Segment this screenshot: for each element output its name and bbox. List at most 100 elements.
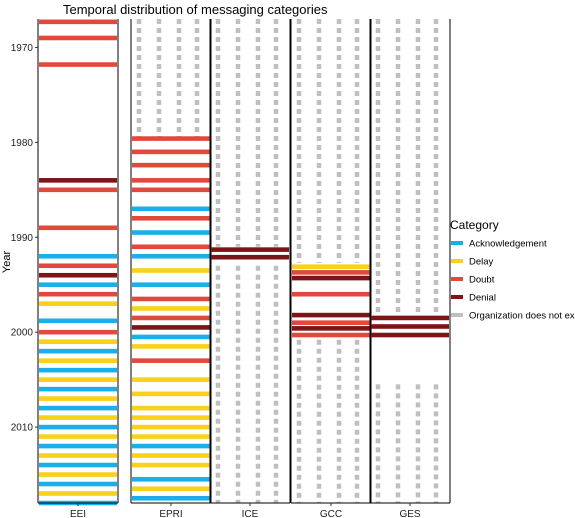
y-tick-label-1980: 1980 bbox=[11, 138, 34, 149]
bar-eei-17 bbox=[39, 367, 117, 373]
y-tick-label-1990: 1990 bbox=[11, 233, 34, 244]
y-axis: 1970 1980 1990 2000 2010 bbox=[11, 43, 38, 434]
bar-eei-24 bbox=[39, 434, 117, 439]
bar-eei-23 bbox=[39, 424, 117, 430]
bar-epri-18 bbox=[132, 358, 210, 363]
bar-epri-5 bbox=[132, 206, 210, 212]
panel-epri: EPRI bbox=[130, 19, 212, 518]
bar-ice-1 bbox=[211, 254, 289, 260]
bar-eei-4 bbox=[39, 187, 117, 193]
bar-eei-20 bbox=[39, 396, 117, 401]
bar-eei-21 bbox=[39, 405, 117, 411]
panel-label-gcc: GCC bbox=[320, 509, 342, 518]
bar-epri-7 bbox=[132, 230, 210, 235]
y-tick-label-1970: 1970 bbox=[11, 43, 34, 54]
bar-epri-2 bbox=[132, 162, 210, 168]
bar-epri-1 bbox=[132, 149, 210, 155]
bar-eei-0 bbox=[39, 19, 117, 25]
bar-epri-15 bbox=[132, 325, 210, 330]
bar-epri-24 bbox=[132, 434, 210, 439]
legend-swatch-delay bbox=[451, 259, 463, 263]
bar-eei-22 bbox=[39, 415, 117, 420]
panel-ges: GES bbox=[369, 19, 451, 518]
bar-eei-25 bbox=[39, 443, 117, 449]
bar-epri-9 bbox=[132, 253, 210, 259]
bar-epri-11 bbox=[132, 282, 210, 288]
bar-eei-9 bbox=[39, 282, 117, 288]
y-axis-title: Year bbox=[1, 251, 13, 274]
y-tick-label-2000: 2000 bbox=[11, 328, 34, 339]
bar-epri-23 bbox=[132, 424, 210, 430]
y-tick-label-2010: 2010 bbox=[11, 423, 34, 434]
chart-title: Temporal distribution of messaging categ… bbox=[63, 2, 328, 17]
bar-eei-14 bbox=[39, 339, 117, 344]
bar-epri-13 bbox=[132, 306, 210, 311]
bar-epri-22 bbox=[132, 415, 210, 420]
legend-label-none: Organization does not exist bbox=[469, 311, 575, 322]
bar-epri-3 bbox=[132, 178, 210, 183]
bar-epri-4 bbox=[132, 187, 210, 193]
bar-eei-12 bbox=[39, 318, 117, 324]
bar-ice-0 bbox=[211, 247, 289, 252]
bar-eei-18 bbox=[39, 377, 117, 382]
legend-label-doubt: Doubt bbox=[469, 275, 495, 286]
panel-label-eei: EEI bbox=[70, 509, 86, 518]
panel-eei: EEI bbox=[37, 19, 119, 518]
legend-title: Category bbox=[450, 218, 499, 232]
bar-ges-2 bbox=[371, 332, 449, 338]
bar-eei-27 bbox=[39, 462, 117, 468]
bar-eei-19 bbox=[39, 386, 117, 392]
bar-eei-13 bbox=[39, 329, 117, 335]
bar-eei-16 bbox=[39, 358, 117, 363]
bar-epri-17 bbox=[132, 344, 210, 349]
bar-eei-30 bbox=[39, 491, 117, 496]
bar-gcc-0 bbox=[292, 264, 370, 269]
bar-eei-10 bbox=[39, 291, 117, 297]
bar-epri-14 bbox=[132, 315, 210, 321]
bar-gcc-6 bbox=[292, 326, 370, 331]
bar-epri-16 bbox=[132, 334, 210, 340]
legend-label-acknowledgement: Acknowledgement bbox=[469, 239, 547, 250]
bar-eei-15 bbox=[39, 348, 117, 354]
bar-eei-1 bbox=[39, 35, 117, 41]
bar-eei-2 bbox=[39, 62, 117, 67]
bar-eei-29 bbox=[39, 481, 117, 487]
bar-gcc-4 bbox=[292, 312, 370, 318]
panel-ice: ICE bbox=[209, 19, 291, 518]
bar-epri-10 bbox=[132, 268, 210, 273]
bar-eei-3 bbox=[39, 178, 117, 183]
legend: Category Acknowledgement Delay Doubt Denial… bbox=[450, 218, 575, 322]
bar-gcc-1 bbox=[292, 270, 370, 275]
bar-epri-19 bbox=[132, 377, 210, 382]
bar-epri-21 bbox=[132, 405, 210, 411]
bar-eei-11 bbox=[39, 301, 117, 307]
bar-epri-29 bbox=[132, 486, 210, 492]
bar-epri-30 bbox=[132, 495, 210, 501]
bar-gcc-3 bbox=[292, 291, 370, 297]
bar-epri-27 bbox=[132, 462, 210, 468]
bar-eei-28 bbox=[39, 472, 117, 477]
bar-epri-28 bbox=[132, 476, 210, 482]
bar-epri-8 bbox=[132, 244, 210, 250]
bar-gcc-2 bbox=[292, 275, 370, 281]
panel-label-ges: GES bbox=[399, 509, 420, 518]
panel-gcc: GCC bbox=[290, 19, 372, 518]
bar-epri-26 bbox=[132, 453, 210, 458]
bar-eei-8 bbox=[39, 272, 117, 278]
panel-label-ice: ICE bbox=[242, 509, 259, 518]
legend-swatch-denial bbox=[451, 295, 463, 299]
legend-label-denial: Denial bbox=[469, 293, 496, 304]
bar-ges-0 bbox=[371, 315, 449, 321]
bar-eei-7 bbox=[39, 263, 117, 269]
legend-swatch-none bbox=[451, 313, 463, 317]
panel-label-epri: EPRI bbox=[159, 509, 182, 518]
bar-epri-12 bbox=[132, 296, 210, 302]
bar-eei-6 bbox=[39, 253, 117, 259]
bar-epri-6 bbox=[132, 215, 210, 221]
panels: EEI EPRI ICE GCC GES bbox=[37, 19, 451, 518]
bar-eei-26 bbox=[39, 453, 117, 458]
bar-epri-0 bbox=[132, 136, 210, 141]
bar-gcc-5 bbox=[292, 320, 370, 325]
legend-swatch-doubt bbox=[451, 277, 463, 281]
